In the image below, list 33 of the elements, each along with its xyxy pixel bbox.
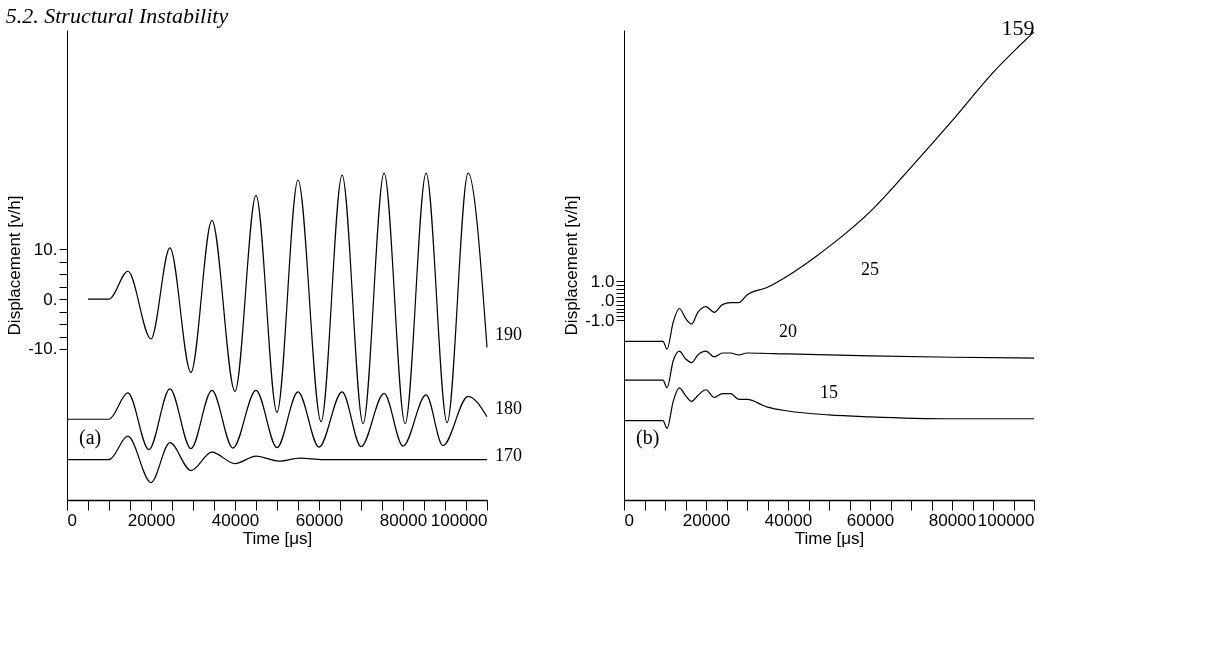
series-label: 190 <box>495 324 522 345</box>
annotation: (a) <box>79 426 102 449</box>
x-tick-label: 60000 <box>295 510 344 530</box>
x-tick-label: 80000 <box>379 510 428 530</box>
y-tick-label: 1.0 <box>590 271 615 291</box>
x-tick-label: 80000 <box>928 510 977 530</box>
line-series <box>87 172 488 425</box>
y-axis-title: Displacement [v/h] <box>5 195 25 336</box>
series-label: 20 <box>779 320 797 341</box>
x-tick-label: 0 <box>67 510 77 530</box>
chart-title: 5.2. Structural Instability <box>5 3 229 28</box>
y-tick-label: 10. <box>33 239 58 259</box>
x-tick-label: 0 <box>624 510 634 530</box>
y-tick-label: .0 <box>600 291 615 311</box>
x-axis-title: Time [μs] <box>242 528 313 548</box>
series-label: 180 <box>495 397 522 418</box>
y-tick-label: -1.0 <box>585 310 615 330</box>
x-tick-label: 60000 <box>846 510 895 530</box>
x-tick-label: 100000 <box>977 510 1035 530</box>
chart-title: 159 <box>1001 15 1035 40</box>
x-tick-label: 40000 <box>211 510 260 530</box>
y-axis-title: Displacement [v/h] <box>562 195 582 336</box>
x-tick-label: 20000 <box>127 510 176 530</box>
x-tick-label: 40000 <box>764 510 813 530</box>
y-tick-label: -10. <box>28 339 58 359</box>
series-label: 25 <box>861 258 879 279</box>
series-label: 170 <box>495 444 522 465</box>
series-label: 15 <box>820 381 838 402</box>
y-tick-label: 0. <box>43 289 58 309</box>
annotation: (b) <box>636 426 660 449</box>
x-axis-title: Time [μs] <box>794 528 865 548</box>
x-tick-label: 20000 <box>682 510 731 530</box>
x-tick-label: 100000 <box>430 510 488 530</box>
